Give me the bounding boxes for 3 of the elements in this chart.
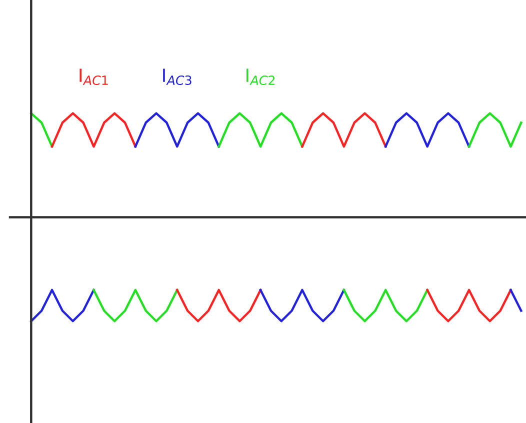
- series-label: I$_{AC3}$: [163, 68, 192, 86]
- series-label: I$_{AC1}$: [80, 68, 108, 86]
- series-label: I$_{AC2}$: [246, 68, 274, 86]
